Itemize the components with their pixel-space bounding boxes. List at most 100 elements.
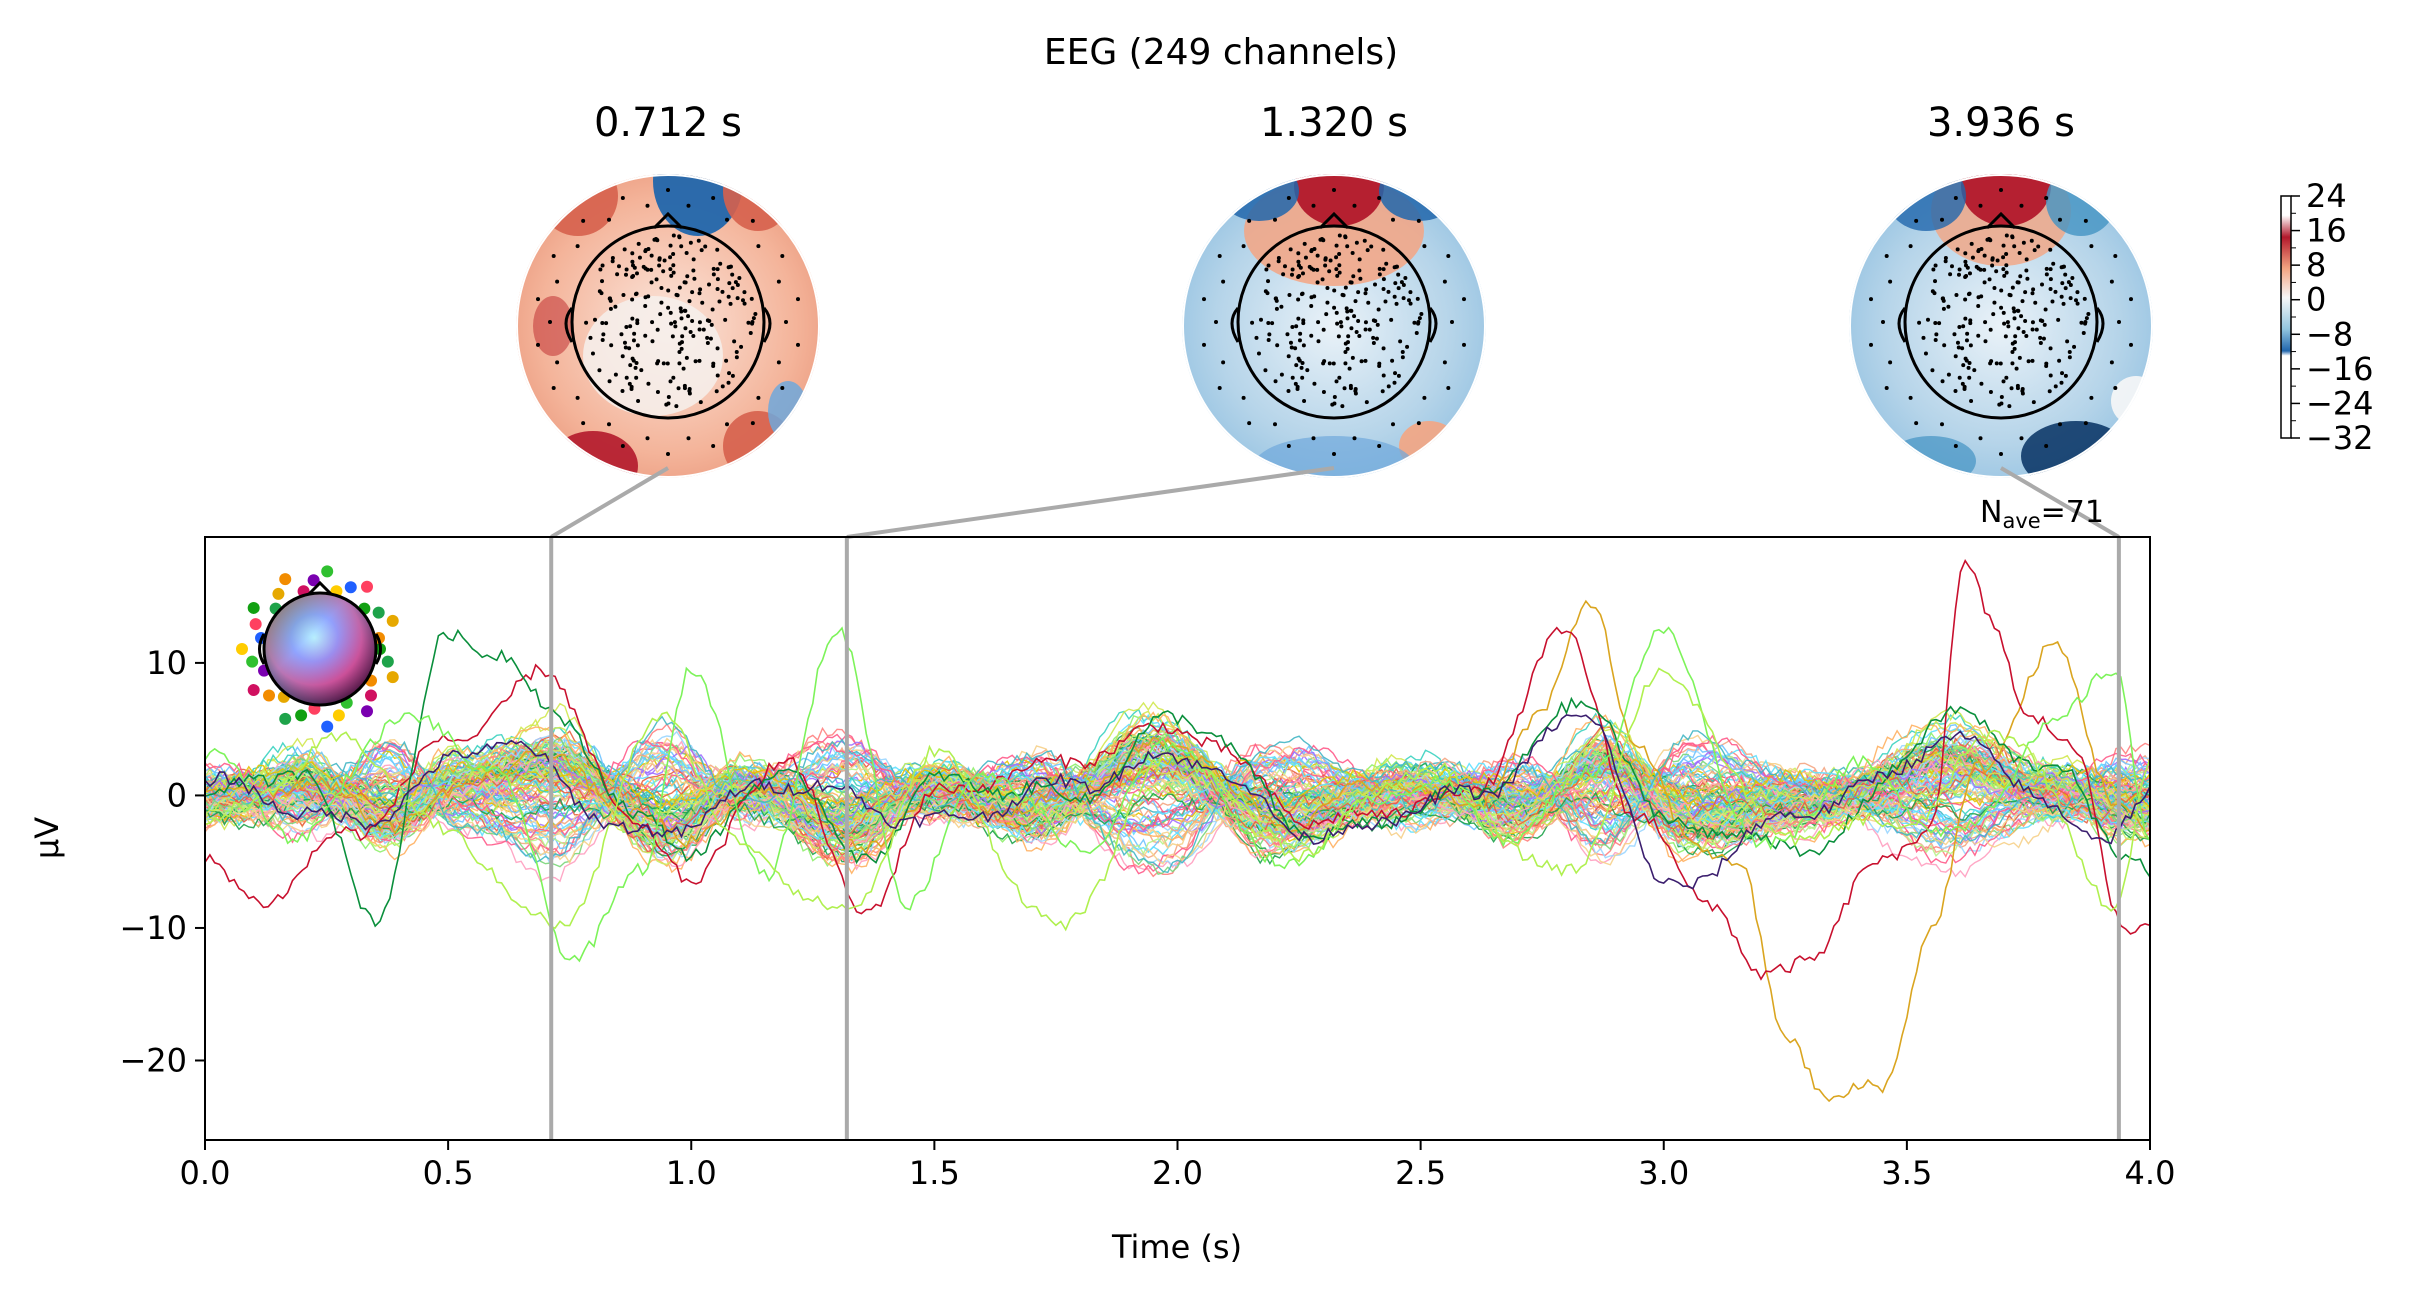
sensor-dot (723, 317, 728, 322)
sensor-dot (1954, 292, 1959, 297)
sensor-dot (679, 309, 684, 314)
sensor-dot (698, 400, 703, 405)
sensor-dot (1377, 272, 1382, 277)
sensor-dot (1375, 322, 1380, 327)
sensor-dot (1373, 282, 1378, 287)
sensor-dot (633, 365, 638, 370)
sensor-dot (2113, 386, 2118, 390)
sensor-dot (1979, 381, 1984, 386)
sensor-legend-dot (279, 712, 292, 725)
head-outline (570, 224, 766, 420)
sensor-dot (682, 308, 687, 313)
x-axis-label: Time (s) (1111, 1228, 1242, 1266)
sensor-dot (1914, 421, 1919, 426)
sensor-dot (2075, 290, 2080, 295)
x-tick-label: 2.5 (1395, 1154, 1446, 1192)
sensor-dot (1295, 384, 1300, 389)
sensor-dot (581, 218, 586, 223)
sensor-dot (2004, 251, 2009, 256)
sensor-dot (1988, 327, 1993, 332)
sensor-dot (1963, 297, 1968, 302)
sensor-dot (1994, 269, 1999, 274)
topomap-blob (768, 381, 808, 441)
sensor-dot (1381, 346, 1386, 351)
sensor-dot (1403, 275, 1408, 280)
sensor-dot (1343, 361, 1348, 366)
sensor-dot (2067, 349, 2072, 354)
sensor-dot (2012, 309, 2017, 314)
sensor-dot (2063, 373, 2068, 378)
sensor-dot (1346, 334, 1351, 339)
sensor-dot (613, 304, 618, 309)
topomap-field (1182, 174, 1486, 478)
sensor-legend-dot (364, 689, 377, 702)
sensor-dot (697, 320, 702, 325)
sensor-legend-dot (321, 720, 334, 733)
sensor-dot (1933, 338, 1938, 343)
sensor-dot (1380, 389, 1385, 394)
sensor-dot (1408, 290, 1413, 295)
sensor-dot (1979, 294, 1984, 299)
sensor-dot (1968, 318, 1973, 323)
sensor-dot (2044, 444, 2049, 449)
sensor-dot (607, 379, 612, 384)
sensor-dot (2059, 294, 2064, 299)
sensor-dot (1296, 263, 1301, 268)
sensor-dot (2012, 346, 2017, 351)
sensor-dot (2001, 379, 2006, 384)
sensor-dot (715, 286, 720, 291)
sensor-dot (780, 386, 785, 390)
sensor-dot (1997, 402, 2002, 407)
sensor-dot (1999, 395, 2004, 400)
sensor-dot (2048, 286, 2053, 291)
sensor-dot (1334, 310, 1339, 315)
sensor-dot (600, 279, 605, 284)
sensor-dot (735, 282, 740, 287)
sensor-dot (1999, 305, 2004, 310)
sensor-dot (1311, 436, 1316, 441)
sensor-dot (2068, 282, 2073, 287)
sensor-dot (657, 257, 662, 262)
sensor-dot (608, 298, 613, 303)
channel-trace (205, 715, 2150, 874)
sensor-dot (1960, 346, 1965, 351)
sensor-dot (675, 293, 680, 298)
sensor-dot (1289, 345, 1294, 350)
sensor-dot (1377, 361, 1382, 366)
sensor-dot (671, 233, 676, 238)
sensor-dot (1362, 238, 1367, 243)
sensor-dot (2031, 400, 2036, 405)
y-ticks: 10 0 −10 −20 (119, 644, 205, 1079)
sensor-dot (613, 372, 618, 377)
sensor-dot (1934, 332, 1939, 337)
sensor-dot (703, 244, 708, 249)
topomap-2 (1182, 174, 1486, 478)
sensor-dot (684, 250, 689, 255)
sensor-dot (730, 272, 735, 277)
sensor-dot (2012, 316, 2017, 321)
sensor-dot (717, 299, 722, 304)
sensor-dot (1287, 292, 1292, 297)
sensor-dot (1339, 324, 1344, 329)
sensor-dot (715, 247, 720, 252)
sensor-dot (1964, 338, 1969, 343)
sensor-dot (597, 368, 602, 373)
sensor-dot (1990, 263, 1995, 268)
sensor-dot (1963, 275, 1968, 280)
sensor-dot (1276, 259, 1281, 264)
sensor-dot (795, 297, 800, 302)
sensor-dot (2036, 244, 2041, 249)
sensor-legend-dot (386, 614, 399, 627)
sensor-dot (1309, 333, 1314, 338)
sensor-dot (2015, 280, 2020, 285)
sensor-dot (748, 330, 753, 335)
sensor-dot (1940, 217, 1944, 222)
sensor-dot (1416, 321, 1421, 326)
sensor-dot (2008, 293, 2013, 298)
sensor-dot (1290, 267, 1295, 272)
sensor-dot (2014, 366, 2019, 371)
sensor-dot (795, 342, 800, 347)
sensor-dot (726, 380, 731, 385)
sensor-legend-dot (332, 709, 345, 722)
sensor-dot (1940, 379, 1945, 384)
